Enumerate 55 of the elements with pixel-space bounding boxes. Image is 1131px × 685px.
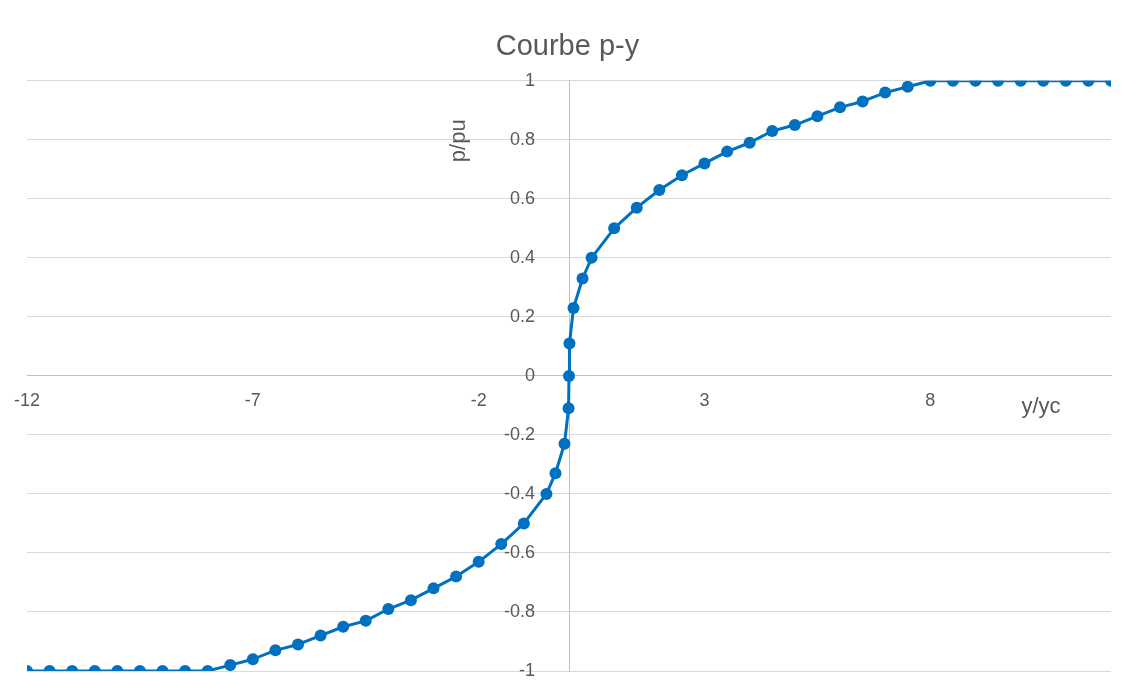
point [576, 272, 589, 285]
point [558, 437, 571, 450]
point [314, 629, 327, 642]
point [450, 570, 463, 583]
y-tick-label: 0 [524, 364, 535, 385]
point [549, 467, 562, 480]
point [337, 620, 350, 633]
point [540, 487, 553, 500]
point [567, 302, 580, 315]
point [721, 145, 734, 158]
point [382, 603, 395, 616]
y-tick-label: 0.8 [509, 128, 535, 149]
point [563, 337, 576, 350]
point [359, 614, 372, 627]
point [901, 80, 914, 93]
point [630, 201, 643, 214]
point [856, 95, 869, 108]
point [517, 517, 530, 530]
point [743, 136, 756, 149]
x-tick-label: -7 [244, 389, 261, 410]
point [766, 124, 779, 137]
point [563, 369, 575, 382]
point [698, 157, 711, 170]
point [834, 101, 846, 114]
chart-title: Courbe p-y [495, 29, 640, 62]
x-tick-label: 3 [699, 389, 710, 410]
y-tick-label: 1 [524, 69, 535, 90]
x-tick-label: -2 [470, 389, 487, 410]
point [608, 222, 621, 235]
point [879, 86, 892, 99]
point [788, 119, 801, 132]
point [472, 555, 485, 568]
point [585, 251, 598, 264]
point [224, 659, 237, 671]
y-tick-label: -0.4 [503, 482, 535, 503]
y-tick-label: 0.6 [509, 187, 535, 208]
point [653, 183, 666, 196]
point [811, 110, 824, 123]
point [269, 644, 282, 657]
x-axis-title: y/yc [1021, 392, 1061, 418]
point [404, 594, 417, 607]
point [292, 638, 305, 651]
y-tick-label: 0.2 [509, 305, 535, 326]
y-axis-title: p/pu [445, 119, 471, 163]
point [675, 169, 688, 182]
x-tick-label: 8 [925, 389, 936, 410]
point [562, 402, 575, 415]
point [246, 653, 259, 666]
y-tick-label: -0.2 [503, 423, 535, 444]
y-tick-label: -0.6 [503, 541, 535, 562]
point [427, 582, 440, 595]
y-tick-label: -1 [518, 659, 535, 680]
y-tick-label: -0.8 [503, 600, 535, 621]
y-tick-label: 0.4 [509, 246, 535, 267]
x-tick-label: -12 [14, 389, 41, 410]
